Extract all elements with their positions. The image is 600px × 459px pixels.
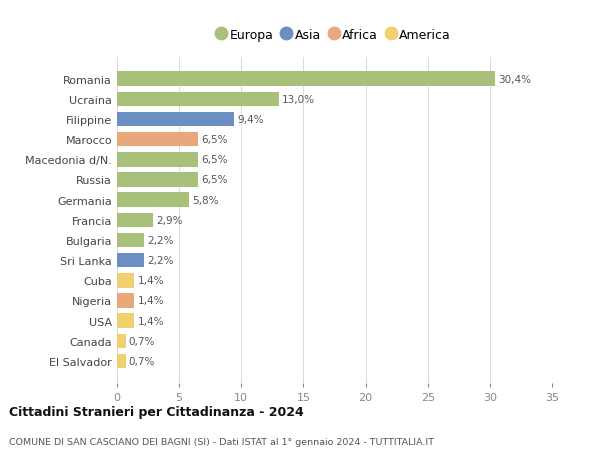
Text: 1,4%: 1,4%: [137, 316, 164, 326]
Text: 5,8%: 5,8%: [192, 195, 218, 205]
Bar: [117, 213, 153, 228]
Bar: [117, 112, 234, 127]
Text: 0,7%: 0,7%: [129, 336, 155, 346]
Bar: [117, 173, 198, 187]
Text: 6,5%: 6,5%: [201, 135, 227, 145]
Bar: [117, 294, 134, 308]
Text: 13,0%: 13,0%: [281, 95, 314, 105]
Bar: [117, 92, 278, 107]
Bar: [117, 354, 126, 369]
Text: 30,4%: 30,4%: [498, 74, 531, 84]
Text: 1,4%: 1,4%: [137, 276, 164, 285]
Text: 0,7%: 0,7%: [129, 356, 155, 366]
Text: Cittadini Stranieri per Cittadinanza - 2024: Cittadini Stranieri per Cittadinanza - 2…: [9, 405, 304, 419]
Bar: [117, 133, 198, 147]
Bar: [117, 72, 495, 87]
Text: 2,9%: 2,9%: [156, 215, 182, 225]
Text: 6,5%: 6,5%: [201, 175, 227, 185]
Bar: [117, 153, 198, 167]
Text: 1,4%: 1,4%: [137, 296, 164, 306]
Bar: [117, 233, 145, 248]
Bar: [117, 193, 189, 207]
Legend: Europa, Asia, Africa, America: Europa, Asia, Africa, America: [215, 26, 454, 44]
Text: 2,2%: 2,2%: [148, 235, 174, 246]
Bar: [117, 253, 145, 268]
Text: 2,2%: 2,2%: [148, 256, 174, 266]
Text: 9,4%: 9,4%: [237, 115, 263, 125]
Text: 6,5%: 6,5%: [201, 155, 227, 165]
Bar: [117, 274, 134, 288]
Bar: [117, 313, 134, 328]
Bar: [117, 334, 126, 348]
Text: COMUNE DI SAN CASCIANO DEI BAGNI (SI) - Dati ISTAT al 1° gennaio 2024 - TUTTITAL: COMUNE DI SAN CASCIANO DEI BAGNI (SI) - …: [9, 437, 434, 446]
